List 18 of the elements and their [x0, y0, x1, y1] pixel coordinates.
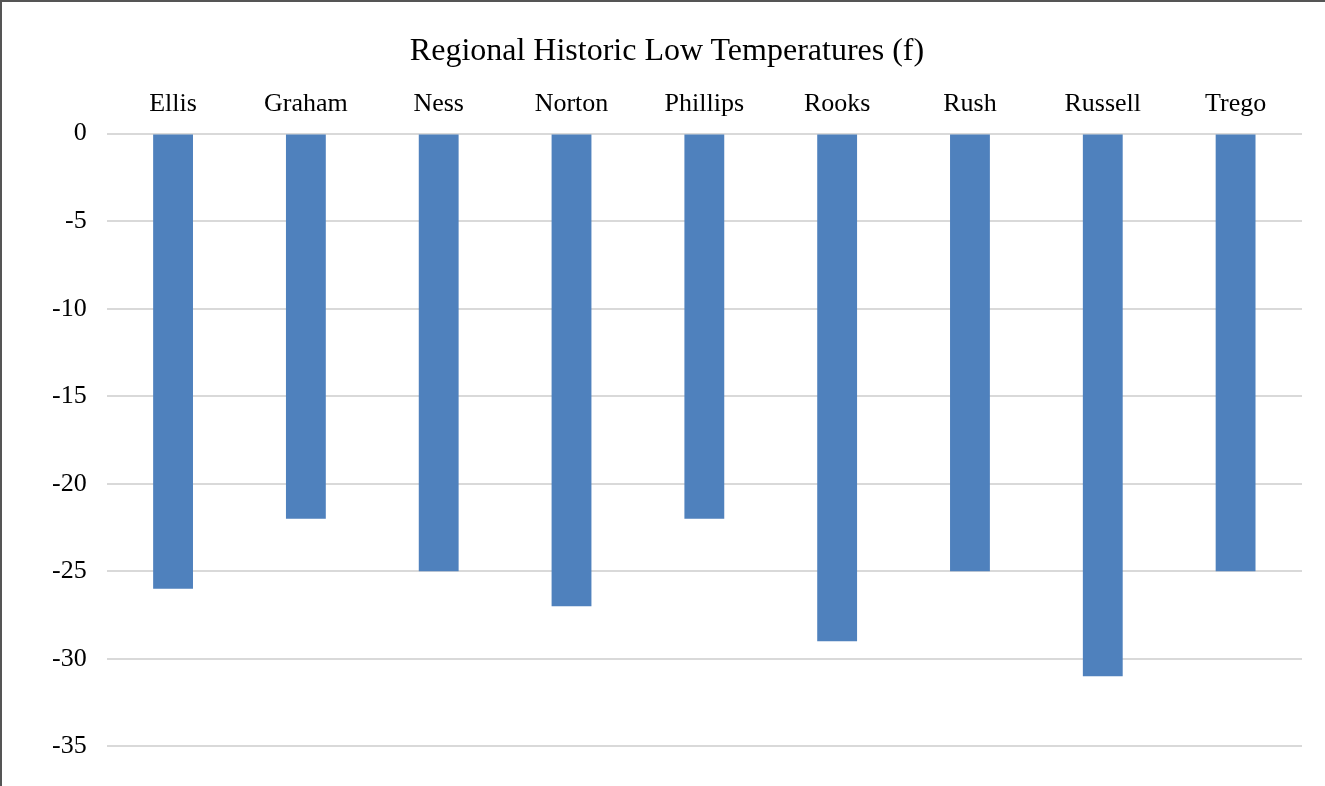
x-tick-label: Rush — [943, 87, 997, 117]
x-tick-label: Ness — [413, 87, 464, 117]
y-tick-label: -30 — [51, 642, 87, 672]
x-tick-label: Graham — [264, 87, 348, 117]
x-tick-label: Phillips — [664, 87, 745, 117]
x-tick-label: Russell — [1064, 87, 1142, 117]
y-tick-label: -35 — [51, 730, 87, 760]
x-tick-label: Trego — [1205, 87, 1267, 117]
chart-title: Regional Historic Low Temperatures (f) — [409, 30, 925, 67]
y-tick-label: -5 — [64, 204, 87, 234]
y-tick-label: 0 — [73, 117, 87, 147]
x-tick-label: Rooks — [803, 87, 871, 117]
y-tick-label: -15 — [51, 380, 87, 410]
x-tick-label: Ellis — [149, 87, 197, 117]
x-tick-label: Norton — [534, 87, 609, 117]
y-tick-label: -25 — [51, 555, 87, 585]
y-tick-label: -10 — [51, 292, 87, 322]
y-tick-label: -20 — [51, 467, 87, 497]
